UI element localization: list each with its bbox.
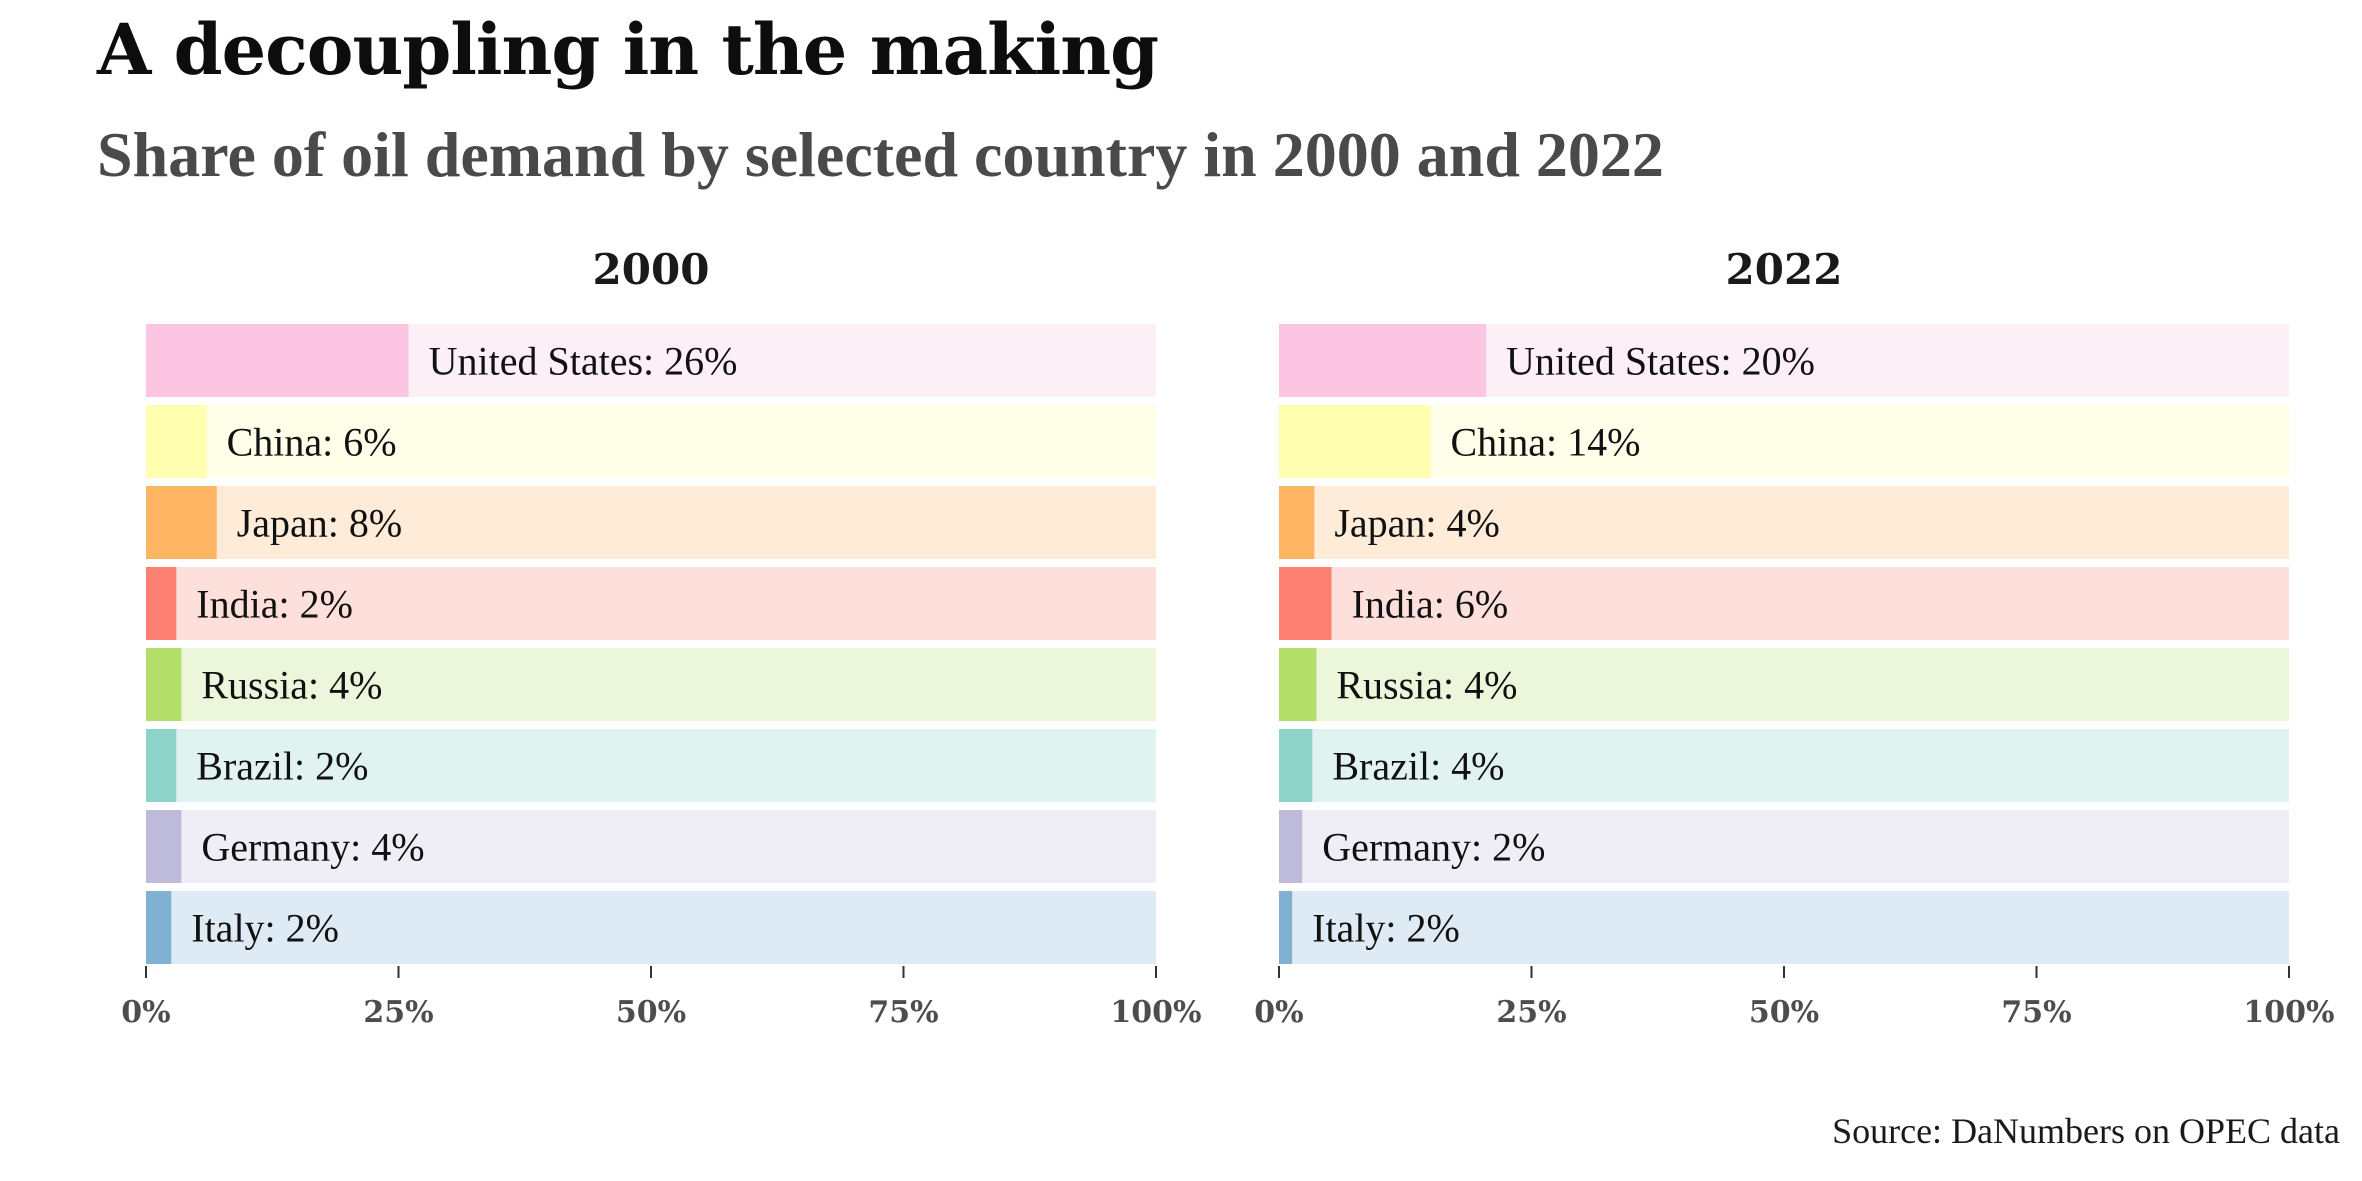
- bar: [146, 810, 182, 883]
- bar-background: [146, 729, 1156, 802]
- bar-label: Italy: 2%: [1312, 906, 1460, 951]
- bar: [146, 648, 182, 721]
- panel-title: 2022: [1726, 245, 1843, 294]
- x-tick-label: 75%: [868, 995, 938, 1030]
- bar-label: Germany: 2%: [1322, 825, 1545, 870]
- x-tick-label: 25%: [363, 995, 433, 1030]
- bar-label: Russia: 4%: [1336, 663, 1517, 708]
- bar-background: [1279, 810, 2289, 883]
- bar-background: [1279, 891, 2289, 964]
- bar: [146, 405, 207, 478]
- x-tick-label: 0%: [1254, 995, 1303, 1030]
- source-note: Source: DaNumbers on OPEC data: [1832, 1111, 2340, 1151]
- bar: [1279, 891, 1293, 964]
- panel-title: 2000: [593, 245, 710, 294]
- bar: [146, 324, 409, 397]
- bar: [146, 729, 177, 802]
- bar: [146, 567, 177, 640]
- chart-subtitle: Share of oil demand by selected country …: [97, 119, 1664, 190]
- bar: [1279, 486, 1315, 559]
- bar-background: [146, 567, 1156, 640]
- bar-label: Russia: 4%: [201, 663, 382, 708]
- bar-background: [1279, 567, 2289, 640]
- bar-background: [146, 810, 1156, 883]
- bar-label: Italy: 2%: [191, 906, 339, 951]
- bar-background: [1279, 486, 2289, 559]
- bar-background: [146, 891, 1156, 964]
- x-tick-label: 75%: [2001, 995, 2071, 1030]
- bar: [1279, 324, 1487, 397]
- bar: [146, 891, 172, 964]
- x-tick-label: 0%: [121, 995, 170, 1030]
- bar-label: China: 6%: [227, 420, 397, 465]
- bar-background: [1279, 405, 2289, 478]
- bar: [146, 486, 217, 559]
- x-tick-label: 25%: [1496, 995, 1566, 1030]
- chart-title: A decoupling in the making: [97, 8, 1159, 91]
- bar: [1279, 648, 1317, 721]
- bar-label: India: 2%: [196, 582, 353, 627]
- bar-background: [146, 405, 1156, 478]
- x-tick-label: 50%: [616, 995, 686, 1030]
- bar-label: United States: 26%: [429, 339, 738, 384]
- x-tick-label: 100%: [2243, 995, 2334, 1030]
- x-tick-label: 50%: [1749, 995, 1819, 1030]
- bar: [1279, 810, 1303, 883]
- bar-label: Japan: 8%: [237, 501, 403, 546]
- bar-label: India: 6%: [1352, 582, 1509, 627]
- bar-background: [1279, 729, 2289, 802]
- bar: [1279, 729, 1313, 802]
- bar-background: [146, 486, 1156, 559]
- bar-label: Brazil: 2%: [196, 744, 368, 789]
- bar-label: Japan: 4%: [1334, 501, 1500, 546]
- bar: [1279, 567, 1332, 640]
- bar-label: China: 14%: [1451, 420, 1641, 465]
- bar: [1279, 405, 1431, 478]
- x-tick-label: 100%: [1110, 995, 1201, 1030]
- bar-background: [146, 648, 1156, 721]
- bar-label: United States: 20%: [1506, 339, 1815, 384]
- bar-background: [1279, 648, 2289, 721]
- bar-label: Germany: 4%: [201, 825, 424, 870]
- bar-label: Brazil: 4%: [1332, 744, 1504, 789]
